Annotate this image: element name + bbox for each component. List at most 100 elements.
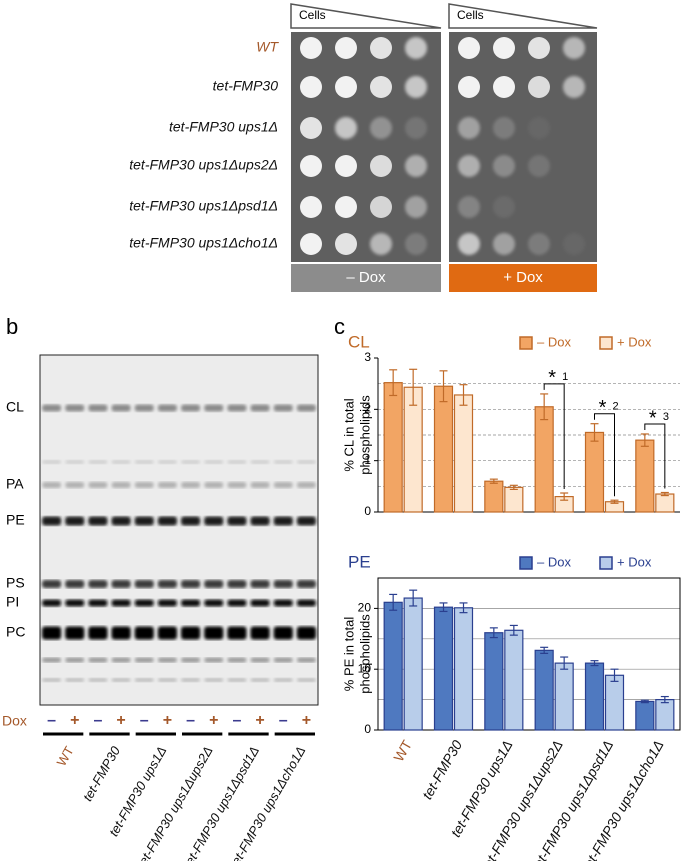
colony-spot xyxy=(335,233,357,255)
strain-label: tet-FMP30 xyxy=(80,743,124,804)
colony-spot xyxy=(405,76,427,98)
dox-sign: – xyxy=(140,712,149,729)
colony-spot xyxy=(300,117,322,139)
colony-spot xyxy=(335,155,357,177)
bar xyxy=(534,406,554,513)
gel-band xyxy=(181,657,201,663)
colony-spot xyxy=(528,76,550,98)
gel-band xyxy=(111,404,131,412)
colony-spot xyxy=(405,117,427,139)
dox-sign: – xyxy=(93,712,102,729)
strain-label: tet-FMP30 ups1Δcho1Δ xyxy=(129,235,278,251)
bar xyxy=(453,394,474,513)
gel-band xyxy=(88,626,108,640)
gel-band xyxy=(88,580,108,588)
gel-band xyxy=(65,516,85,526)
gel-band xyxy=(273,657,293,663)
gel-band xyxy=(296,599,316,607)
gel-band xyxy=(111,657,131,663)
legend-label: + Dox xyxy=(617,554,652,569)
error-bar xyxy=(560,492,569,501)
condition-bar xyxy=(449,264,597,292)
gel-band xyxy=(157,516,177,526)
gel-band xyxy=(250,626,270,640)
error-bar xyxy=(439,370,448,403)
y-tick-label: 1 xyxy=(364,453,371,467)
gel-band xyxy=(204,460,224,464)
gel-band xyxy=(111,580,131,588)
bar xyxy=(383,382,403,513)
dox-sign: – xyxy=(47,712,56,729)
colony-spot xyxy=(528,117,550,139)
gel-band xyxy=(250,678,270,682)
bar xyxy=(635,439,655,513)
gel-band xyxy=(111,599,131,607)
gel-band xyxy=(227,516,247,526)
gel-band xyxy=(227,580,247,588)
panel-label: c xyxy=(334,314,345,339)
bar xyxy=(403,597,423,731)
gel-band xyxy=(227,678,247,682)
significance-bracket xyxy=(594,413,615,497)
gel-band xyxy=(227,460,247,464)
error-bar xyxy=(509,484,518,491)
gel-band xyxy=(296,580,316,588)
error-bar xyxy=(509,624,518,636)
gel-band xyxy=(204,657,224,663)
gel-band xyxy=(42,460,62,464)
colony-spot xyxy=(405,233,427,255)
gel-band xyxy=(181,678,201,682)
colony-spot xyxy=(370,233,392,255)
gel-band xyxy=(204,626,224,640)
colony-spot xyxy=(300,233,322,255)
gel-band xyxy=(296,404,316,412)
y-tick-label: 10 xyxy=(358,661,372,675)
bar xyxy=(484,632,504,731)
gel-band xyxy=(157,626,177,640)
gel-band xyxy=(204,482,224,488)
plot-frame xyxy=(377,577,681,731)
gel-band xyxy=(296,516,316,526)
bar xyxy=(635,700,655,731)
error-bar xyxy=(560,656,569,670)
bar xyxy=(484,480,504,513)
gel-band xyxy=(181,599,201,607)
gel-band xyxy=(42,657,62,663)
gel-band xyxy=(88,599,108,607)
colony-spot xyxy=(300,37,322,59)
error-bar xyxy=(389,369,398,397)
strain-label: tet-FMP30 ups1Δups2Δ xyxy=(129,157,278,173)
colony-spot xyxy=(458,196,480,218)
dox-label: Dox xyxy=(2,713,27,729)
gel-band xyxy=(227,404,247,412)
y-tick-label: 0 xyxy=(364,504,371,518)
gel-band xyxy=(273,626,293,640)
gel-band xyxy=(157,657,177,663)
gel-band xyxy=(296,626,316,640)
dox-sign: + xyxy=(70,712,79,729)
gel-band xyxy=(42,516,62,526)
bar xyxy=(584,431,605,513)
error-bar xyxy=(660,695,669,704)
y-axis-label: phospholipids xyxy=(357,395,372,475)
error-bar xyxy=(640,433,649,447)
gel-band xyxy=(134,516,154,526)
gel-band xyxy=(42,482,62,488)
gel xyxy=(39,354,319,706)
gel-band xyxy=(296,678,316,682)
gel-band xyxy=(157,678,177,682)
gel-band xyxy=(134,482,154,488)
dilution-triangle xyxy=(448,3,598,29)
condition-label: + Dox xyxy=(503,269,543,286)
gel-band xyxy=(296,460,316,464)
gel-band xyxy=(273,516,293,526)
colony-spot xyxy=(493,196,515,218)
error-bar xyxy=(459,602,468,614)
bar xyxy=(433,606,454,731)
gel-band xyxy=(65,404,85,412)
error-bar xyxy=(640,699,649,704)
condition-bar xyxy=(291,264,441,292)
gel-band xyxy=(65,626,85,640)
colony-spot xyxy=(300,196,322,218)
error-bar xyxy=(590,423,599,442)
